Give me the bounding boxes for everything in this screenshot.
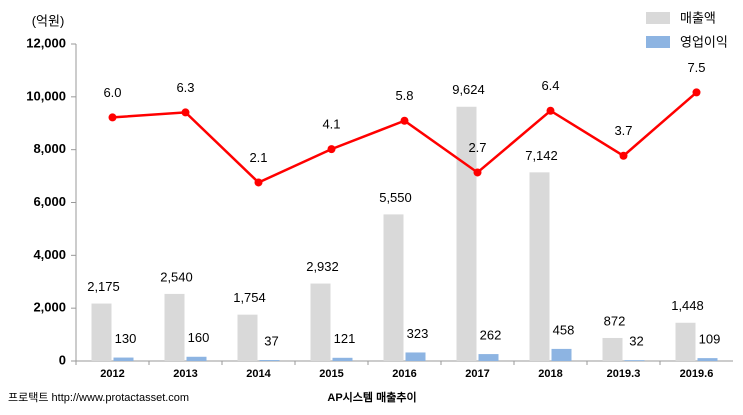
bar xyxy=(113,357,134,361)
bar xyxy=(383,214,404,361)
legend-swatch xyxy=(646,36,670,48)
data-label: 2,932 xyxy=(306,259,339,274)
data-label: 1,448 xyxy=(671,298,704,313)
source: 프로택트 http://www.protactasset.com xyxy=(8,391,189,404)
line xyxy=(112,91,698,184)
x-tick-label: 2013 xyxy=(173,368,197,380)
data-label: 9,624 xyxy=(452,82,485,97)
x-tick-label: 2017 xyxy=(465,368,489,380)
data-label: 5.8 xyxy=(395,88,413,103)
bar xyxy=(237,314,258,361)
data-label: 2,540 xyxy=(160,269,193,284)
point xyxy=(619,151,628,160)
legend-label: 영업이익 xyxy=(680,34,728,49)
x-tick-label: 2018 xyxy=(538,368,562,380)
data-label: 121 xyxy=(334,331,356,346)
x-tick-label: 2019.6 xyxy=(680,368,714,380)
bar xyxy=(164,293,185,361)
y-tick-label: 8,000 xyxy=(33,141,66,156)
point xyxy=(181,108,190,117)
data-label: 872 xyxy=(604,313,626,328)
y-tick-label: 2,000 xyxy=(33,300,66,315)
data-label: 109 xyxy=(699,332,721,347)
data-label: 160 xyxy=(188,330,210,345)
bar xyxy=(332,357,353,361)
bar xyxy=(478,354,499,361)
data-label: 7.5 xyxy=(687,60,705,75)
bar xyxy=(529,172,550,361)
data-label: 5,550 xyxy=(379,190,412,205)
y-tick-label: 6,000 xyxy=(33,194,66,209)
point xyxy=(692,88,701,97)
x-tick-label: 2019.3 xyxy=(607,368,641,380)
unit-label: (억원) xyxy=(32,13,65,28)
data-label: 130 xyxy=(115,331,137,346)
data-label: 32 xyxy=(629,334,643,349)
y-tick-label: 4,000 xyxy=(33,247,66,262)
point xyxy=(108,113,117,122)
data-label: 2,175 xyxy=(87,279,120,294)
data-label: 37 xyxy=(264,333,278,348)
bar xyxy=(551,348,572,361)
data-label: 4.1 xyxy=(322,117,340,132)
legend-label: 매출액 xyxy=(680,10,716,25)
bar xyxy=(259,360,280,361)
data-label: 3.7 xyxy=(614,123,632,138)
bar xyxy=(697,358,718,361)
bar xyxy=(624,360,645,361)
point xyxy=(327,145,336,154)
x-tick-label: 2015 xyxy=(319,368,343,380)
data-label: 2.1 xyxy=(249,150,267,165)
data-label: 1,754 xyxy=(233,290,266,305)
data-label: 323 xyxy=(407,326,429,341)
point xyxy=(473,168,482,177)
y-tick-label: 0 xyxy=(59,352,66,367)
point xyxy=(546,106,555,115)
data-label: 6.0 xyxy=(103,85,121,100)
x-tick-label: 2012 xyxy=(100,368,124,380)
point xyxy=(400,116,409,125)
legend-swatch xyxy=(646,12,670,24)
bar xyxy=(91,303,112,361)
y-tick-label: 12,000 xyxy=(26,35,66,50)
bar xyxy=(456,106,477,362)
data-label: 6.4 xyxy=(541,78,559,93)
point xyxy=(254,178,263,187)
bar xyxy=(405,352,426,361)
x-tick-label: 2016 xyxy=(392,368,416,380)
x-tick-label: 2014 xyxy=(246,368,271,380)
data-label: 2.7 xyxy=(468,140,486,155)
bar xyxy=(186,356,207,361)
bar xyxy=(675,322,696,361)
caption: AP시스템 매출추이 xyxy=(327,390,416,404)
data-label: 458 xyxy=(553,322,575,337)
bar xyxy=(602,337,623,361)
data-label: 6.3 xyxy=(176,80,194,95)
y-tick-label: 10,000 xyxy=(26,88,66,103)
data-label: 262 xyxy=(480,328,502,343)
data-label: 7,142 xyxy=(525,148,558,163)
bar xyxy=(310,283,331,361)
